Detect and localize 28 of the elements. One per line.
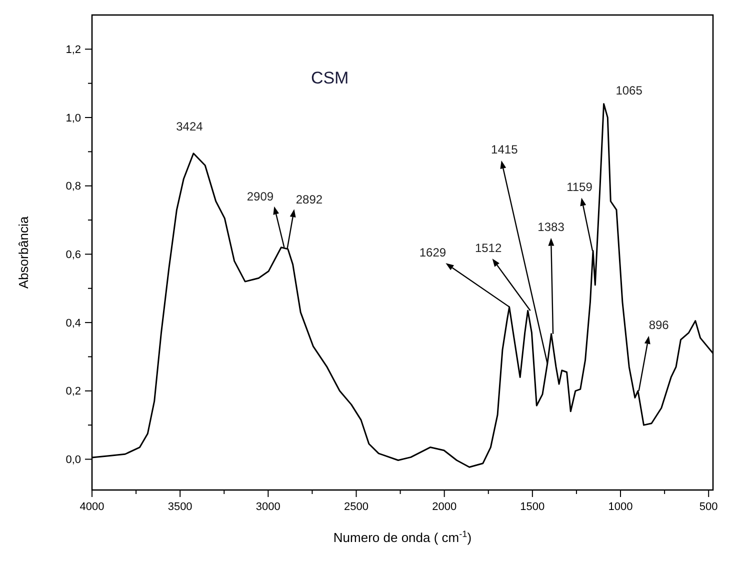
x-axis-title: Numero de onda ( cm$^{-1}$) bbox=[333, 529, 472, 545]
y-tick-label: 0,0 bbox=[66, 454, 81, 466]
x-tick-label: 3000 bbox=[256, 501, 280, 513]
annotation: 2909 bbox=[246, 190, 274, 204]
annotation: 896 bbox=[648, 318, 670, 332]
annotation: 1065 bbox=[616, 84, 643, 98]
x-tick-label: 1000 bbox=[608, 501, 633, 513]
y-tick-label: 0,6 bbox=[66, 249, 81, 262]
y-tick-label: 0,8 bbox=[66, 180, 81, 193]
y-tick-label: 0,2 bbox=[66, 386, 81, 398]
text: CSM bbox=[310, 68, 349, 88]
x-tick-label: 4000 bbox=[80, 501, 104, 513]
x-tick-label: 3500 bbox=[168, 501, 192, 513]
annotation: 1383 bbox=[538, 220, 565, 234]
annotation: 1415 bbox=[491, 142, 518, 157]
annotation: 3424 bbox=[176, 120, 204, 134]
x-tick-label: 2000 bbox=[432, 501, 457, 513]
x-tick-label: 500 bbox=[699, 501, 718, 513]
annotation: 1512 bbox=[474, 240, 502, 255]
annotation: 1159 bbox=[566, 180, 593, 194]
y-axis-title: Absorbância bbox=[16, 216, 31, 289]
y-tick-label: 0,4 bbox=[66, 317, 81, 330]
x-tick-label: 2500 bbox=[344, 501, 368, 513]
x-tick-label: 1500 bbox=[520, 501, 545, 513]
y-tick-label: 1,0 bbox=[66, 112, 81, 124]
annotation: 1629 bbox=[419, 245, 446, 260]
annotation: 2892 bbox=[296, 192, 323, 206]
y-tick-label: 1,2 bbox=[66, 44, 81, 56]
